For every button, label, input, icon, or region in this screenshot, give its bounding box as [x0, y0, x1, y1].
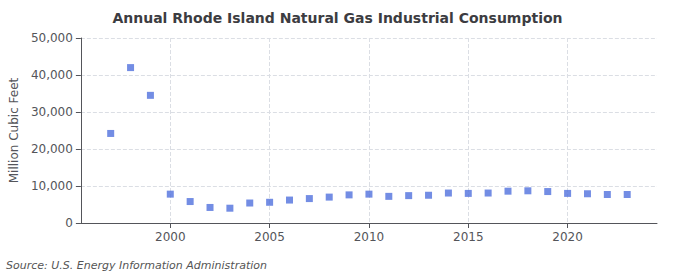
svg-text:Million Cubic Feet: Million Cubic Feet — [7, 77, 21, 183]
svg-text:0: 0 — [65, 216, 73, 230]
svg-text:2010: 2010 — [354, 230, 385, 244]
svg-text:30,000: 30,000 — [31, 105, 73, 119]
svg-text:Annual Rhode Island Natural Ga: Annual Rhode Island Natural Gas Industri… — [112, 10, 562, 26]
svg-text:2000: 2000 — [155, 230, 186, 244]
svg-text:Source: U.S. Energy Informatio: Source: U.S. Energy Information Administ… — [6, 259, 267, 272]
svg-text:2020: 2020 — [552, 230, 583, 244]
svg-text:20,000: 20,000 — [31, 142, 73, 156]
svg-text:2015: 2015 — [453, 230, 484, 244]
svg-text:10,000: 10,000 — [31, 179, 73, 193]
svg-text:40,000: 40,000 — [31, 68, 73, 82]
svg-text:2005: 2005 — [254, 230, 285, 244]
svg-text:50,000: 50,000 — [31, 31, 73, 45]
